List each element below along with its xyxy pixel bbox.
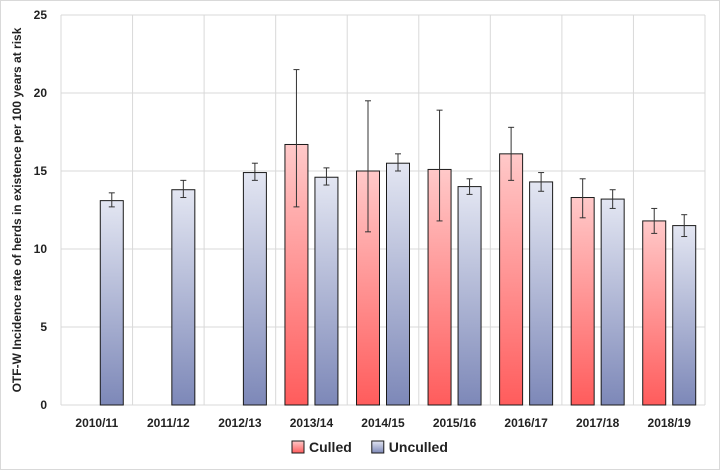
error-bar-unculled-2018-19 <box>681 214 688 238</box>
error-bar-unculled-2010-11 <box>108 192 115 208</box>
error-bar-unculled-2011-12 <box>180 179 187 199</box>
x-tick-label: 2017/18 <box>576 416 620 430</box>
y-axis-ticks: 0 5 10 15 20 25 <box>34 8 48 412</box>
error-bar-culled-2013-14 <box>293 69 300 208</box>
error-bar-unculled-2013-14 <box>323 167 330 186</box>
y-tick-label: 10 <box>34 242 48 256</box>
y-tick-label: 5 <box>40 320 47 334</box>
legend-item-unculled: Unculled <box>371 439 448 455</box>
legend: Culled Unculled <box>291 439 448 455</box>
bar-unculled-2015-16 <box>457 186 482 406</box>
bar-unculled-2011-12 <box>171 189 196 406</box>
error-bar-unculled-2015-16 <box>466 178 473 195</box>
bar-unculled-2016-17 <box>529 181 554 406</box>
y-tick-label: 15 <box>34 164 48 178</box>
y-tick-label: 0 <box>40 398 47 412</box>
bars <box>99 143 697 406</box>
error-bar-culled-2015-16 <box>436 109 443 222</box>
bar-unculled-2012-13 <box>242 172 267 406</box>
bar-unculled-2013-14 <box>314 176 339 406</box>
error-bar-culled-2018-19 <box>651 207 658 234</box>
y-axis-title: OTF-W Incidence rate of herds in existen… <box>10 27 24 392</box>
x-tick-label: 2014/15 <box>361 416 405 430</box>
x-tick-label: 2015/16 <box>433 416 477 430</box>
error-bar-culled-2017-18 <box>579 178 586 219</box>
legend-swatch <box>291 440 305 454</box>
error-bar-unculled-2016-17 <box>538 172 545 192</box>
bar-culled-2018-19 <box>642 220 667 406</box>
legend-item-culled: Culled <box>291 439 352 455</box>
x-tick-label: 2010/11 <box>75 416 118 430</box>
bar-unculled-2010-11 <box>99 200 124 406</box>
legend-swatch <box>371 440 385 454</box>
bar-unculled-2014-15 <box>386 162 410 406</box>
bar-unculled-2018-19 <box>672 225 697 406</box>
y-tick-label: 25 <box>34 8 48 22</box>
legend-label: Culled <box>309 439 352 455</box>
error-bar-unculled-2012-13 <box>251 162 258 181</box>
x-tick-label: 2016/17 <box>504 416 548 430</box>
error-bar-unculled-2017-18 <box>609 189 616 209</box>
legend-label: Unculled <box>389 439 448 455</box>
bar-culled-2016-17 <box>499 153 524 406</box>
y-tick-label: 20 <box>34 86 48 100</box>
error-bars <box>108 69 688 238</box>
error-bar-culled-2014-15 <box>365 100 371 233</box>
bar-unculled-2017-18 <box>600 198 625 406</box>
error-bar-culled-2016-17 <box>508 126 515 181</box>
error-bar-unculled-2014-15 <box>395 153 401 172</box>
x-axis-ticks: 2010/11 2011/12 2012/13 2013/14 2014/15 2015/… <box>75 416 691 430</box>
x-tick-label: 2013/14 <box>290 416 334 430</box>
x-tick-label: 2012/13 <box>218 416 262 430</box>
gridlines <box>60 14 706 406</box>
x-tick-label: 2018/19 <box>648 416 692 430</box>
bar-culled-2017-18 <box>570 197 595 406</box>
x-tick-label: 2011/12 <box>147 416 190 430</box>
